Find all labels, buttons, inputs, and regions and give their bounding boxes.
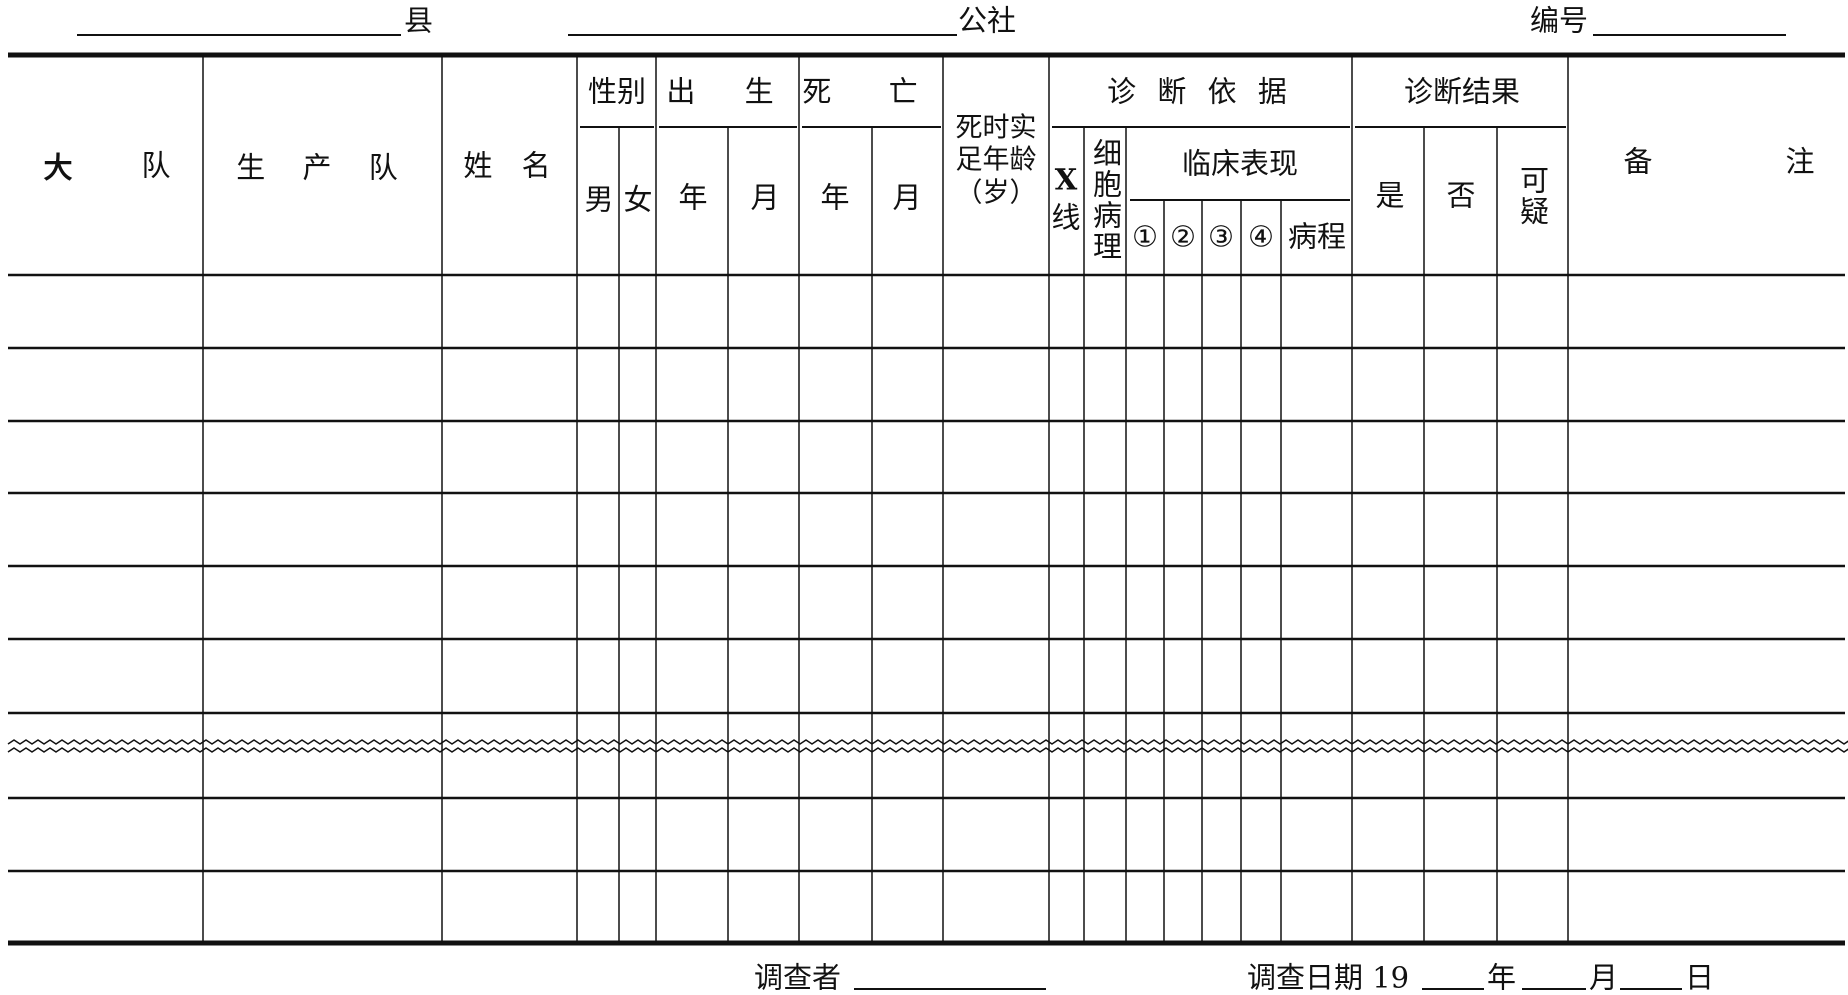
col-clinical-1: ① — [1132, 219, 1158, 254]
col-brigade-1: 大 — [43, 150, 73, 185]
county-label: 县 — [404, 3, 434, 38]
commune-label: 公社 — [958, 3, 1017, 38]
col-death-year: 年 — [820, 180, 850, 215]
serial-no-field[interactable] — [1593, 34, 1786, 36]
col-birth: 出 生 — [666, 74, 794, 109]
col-xray-line: 线 — [1051, 200, 1081, 235]
col-diag-basis: 诊 断 依 据 — [1107, 74, 1293, 109]
col-death-month: 月 — [892, 180, 922, 215]
county-field[interactable] — [77, 34, 401, 36]
break-wavy-line — [7, 739, 1848, 745]
col-male: 男 — [584, 182, 614, 217]
commune-field[interactable] — [568, 34, 957, 36]
date-month-label: 月 — [1589, 960, 1619, 995]
col-female: 女 — [623, 182, 653, 217]
col-cytopathology: 细胞病理 — [1088, 138, 1123, 262]
col-diag-result: 诊断结果 — [1403, 74, 1521, 109]
col-no: 否 — [1446, 178, 1476, 213]
break-wavy-line — [7, 747, 1848, 753]
col-death: 死 亡 — [802, 74, 942, 109]
col-clinical-2: ② — [1170, 219, 1196, 254]
date-year-label: 年 — [1487, 960, 1517, 995]
col-birth-year: 年 — [678, 180, 708, 215]
col-clinical-4: ④ — [1248, 219, 1274, 254]
date-day-label: 日 — [1685, 960, 1715, 995]
date-prefix-label: 调查日期 19 — [1247, 960, 1410, 995]
serial-no-label: 编号 — [1530, 3, 1589, 38]
col-xray-x: X — [1054, 162, 1078, 197]
col-age-2: 足年龄 — [955, 144, 1037, 176]
col-sex: 性别 — [587, 74, 647, 109]
col-remarks-2: 注 — [1785, 144, 1815, 179]
col-brigade-2: 队 — [141, 148, 171, 183]
col-age-3: （岁） — [955, 177, 1037, 209]
col-suspect: 可疑 — [1515, 165, 1550, 227]
col-yes: 是 — [1375, 178, 1405, 213]
col-name: 姓 名 — [463, 148, 561, 183]
col-course: 病程 — [1287, 219, 1347, 254]
col-clinical-3: ③ — [1208, 219, 1234, 254]
date-month-field[interactable] — [1522, 988, 1586, 990]
col-remarks-1: 备 — [1623, 144, 1653, 179]
investigator-label: 调查者 — [754, 960, 842, 995]
col-team: 生 产 队 — [236, 150, 412, 185]
date-year-field[interactable] — [1422, 988, 1484, 990]
col-age-1: 死时实 — [955, 112, 1037, 144]
date-day-field[interactable] — [1620, 988, 1682, 990]
investigator-field[interactable] — [854, 988, 1046, 990]
col-birth-month: 月 — [750, 180, 780, 215]
col-clinical: 临床表现 — [1181, 146, 1299, 181]
